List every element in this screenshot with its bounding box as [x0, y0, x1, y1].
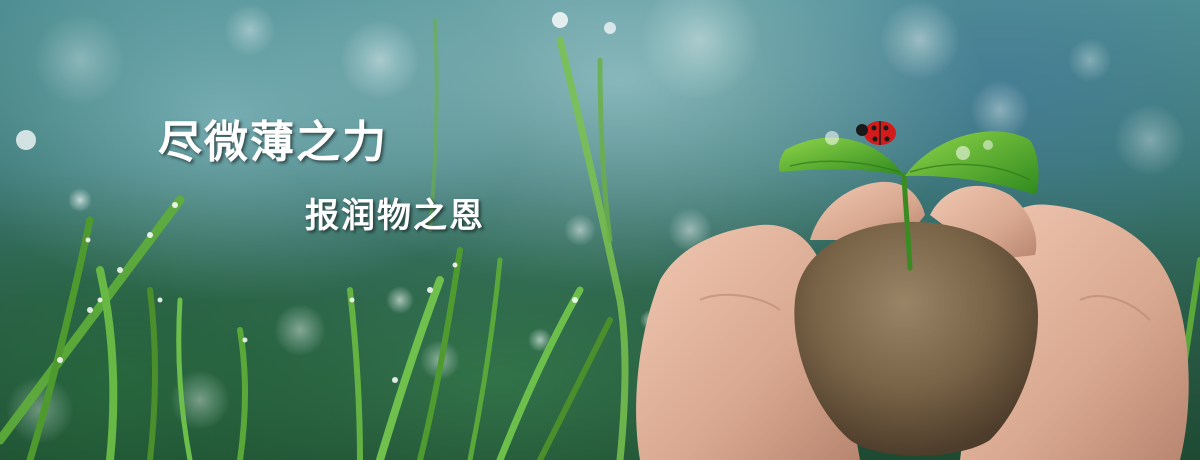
soil-mound	[794, 221, 1038, 456]
bokeh-lights	[6, 0, 1186, 444]
dew-drops	[57, 202, 578, 383]
ladybug-icon	[856, 121, 896, 145]
subheadline-text: 报润物之恩	[305, 196, 485, 236]
sprout-icon	[778, 131, 1039, 271]
headline-text: 尽微薄之力	[158, 117, 388, 168]
